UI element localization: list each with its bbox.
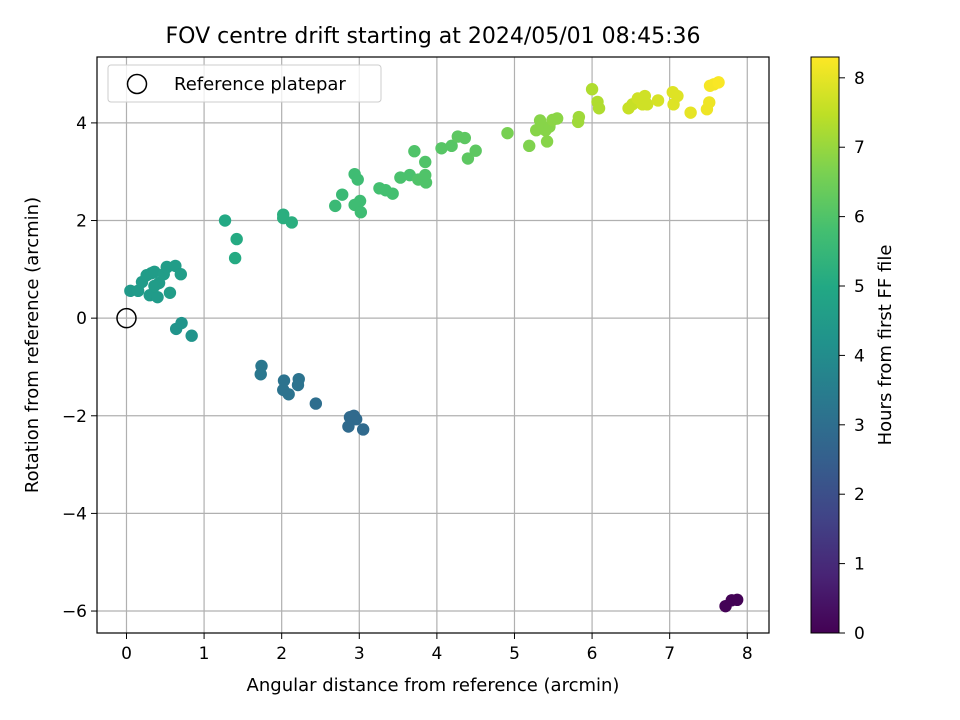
colorbar-tick-label: 5: [854, 277, 865, 297]
x-tick-label: 3: [354, 644, 365, 664]
data-point: [151, 290, 164, 304]
data-point: [445, 139, 458, 153]
grid-lines: [97, 57, 769, 633]
x-tick-label: 8: [742, 644, 753, 664]
y-tick-label: 4: [76, 114, 87, 134]
data-point: [540, 135, 554, 148]
y-axis-label: Rotation from reference (arcmin): [22, 197, 43, 493]
data-point: [354, 206, 368, 219]
data-point: [712, 76, 725, 89]
data-point: [148, 279, 161, 293]
x-tick-label: 7: [664, 644, 675, 664]
data-point: [501, 126, 514, 140]
y-tick-label: 0: [76, 309, 87, 329]
data-point: [533, 114, 547, 127]
data-point: [386, 187, 399, 200]
data-points: [124, 76, 744, 613]
data-point: [461, 152, 475, 165]
colorbar-tick-label: 4: [854, 346, 865, 366]
data-point: [419, 155, 432, 169]
plot-frame: [96, 56, 770, 634]
x-axis-label: Angular distance from reference (arcmin): [247, 675, 620, 696]
legend-marker-icon: [126, 73, 148, 95]
data-point: [523, 139, 536, 153]
data-point: [666, 85, 679, 99]
data-point: [174, 268, 188, 281]
data-point: [185, 329, 198, 342]
reference-platepar-marker: [116, 307, 137, 329]
data-point: [703, 96, 716, 109]
data-point: [336, 188, 349, 201]
data-point: [351, 173, 364, 186]
data-point: [651, 94, 665, 107]
y-tick-label: −6: [62, 602, 87, 622]
data-point: [163, 286, 177, 299]
chart-title: FOV centre drift starting at 2024/05/01 …: [166, 24, 701, 49]
data-point: [572, 110, 586, 124]
colorbar-gradient: [810, 56, 840, 634]
x-tick-label: 1: [199, 644, 210, 664]
data-point: [730, 593, 744, 607]
data-point: [585, 83, 599, 96]
data-point: [255, 359, 268, 373]
data-point: [394, 171, 407, 184]
data-point: [228, 251, 242, 265]
y-tick-label: −4: [62, 504, 87, 524]
x-tick-label: 4: [431, 644, 442, 664]
data-point: [277, 374, 291, 387]
x-tick-label: 2: [276, 644, 287, 664]
data-point: [408, 145, 421, 158]
y-tick-label: 2: [76, 212, 87, 232]
data-point: [458, 131, 472, 145]
data-point: [592, 102, 606, 115]
data-point: [148, 265, 161, 278]
data-point: [419, 168, 432, 182]
data-point: [342, 420, 355, 433]
colorbar-label: Hours from first FF file: [875, 245, 896, 446]
legend: Reference platepar: [107, 64, 382, 103]
data-point: [530, 124, 543, 137]
legend-entry-reference: Reference platepar: [174, 74, 346, 95]
x-tick-label: 6: [587, 644, 598, 664]
legend-box: [107, 64, 382, 103]
colorbar-tick-label: 7: [854, 138, 865, 158]
data-point: [175, 316, 188, 330]
data-point: [684, 106, 697, 119]
data-point: [356, 423, 370, 436]
data-point: [160, 261, 174, 274]
data-point: [292, 372, 305, 386]
x-tick-label: 5: [509, 644, 520, 664]
data-point: [218, 214, 232, 227]
x-axis-ticks: 0 1 2 3 4 5 6 7 8: [121, 633, 753, 664]
colorbar-tick-label: 3: [854, 416, 865, 436]
data-point: [285, 216, 298, 229]
data-point: [309, 397, 323, 410]
colorbar-tick-label: 8: [854, 69, 865, 89]
x-tick-label: 0: [121, 644, 132, 664]
colorbar-tick-label: 6: [854, 208, 865, 228]
y-axis-ticks: −6 −4 −2 0 2 4: [62, 114, 97, 622]
data-point: [435, 142, 448, 155]
data-point: [640, 98, 654, 111]
data-point: [277, 383, 290, 397]
colorbar-tick-label: 0: [854, 624, 865, 644]
data-point: [343, 411, 357, 424]
colorbar: 0 1 2 3 4 5 6 7 8 Hours from first FF file: [810, 56, 896, 644]
data-point: [550, 112, 564, 125]
data-point: [469, 144, 482, 157]
colorbar-ticks: 0 1 2 3 4 5 6 7 8: [839, 69, 865, 644]
data-point: [230, 232, 243, 246]
colorbar-tick-label: 1: [854, 555, 865, 575]
data-point: [329, 199, 342, 213]
colorbar-tick-label: 2: [854, 485, 865, 505]
y-tick-label: −2: [62, 407, 87, 427]
